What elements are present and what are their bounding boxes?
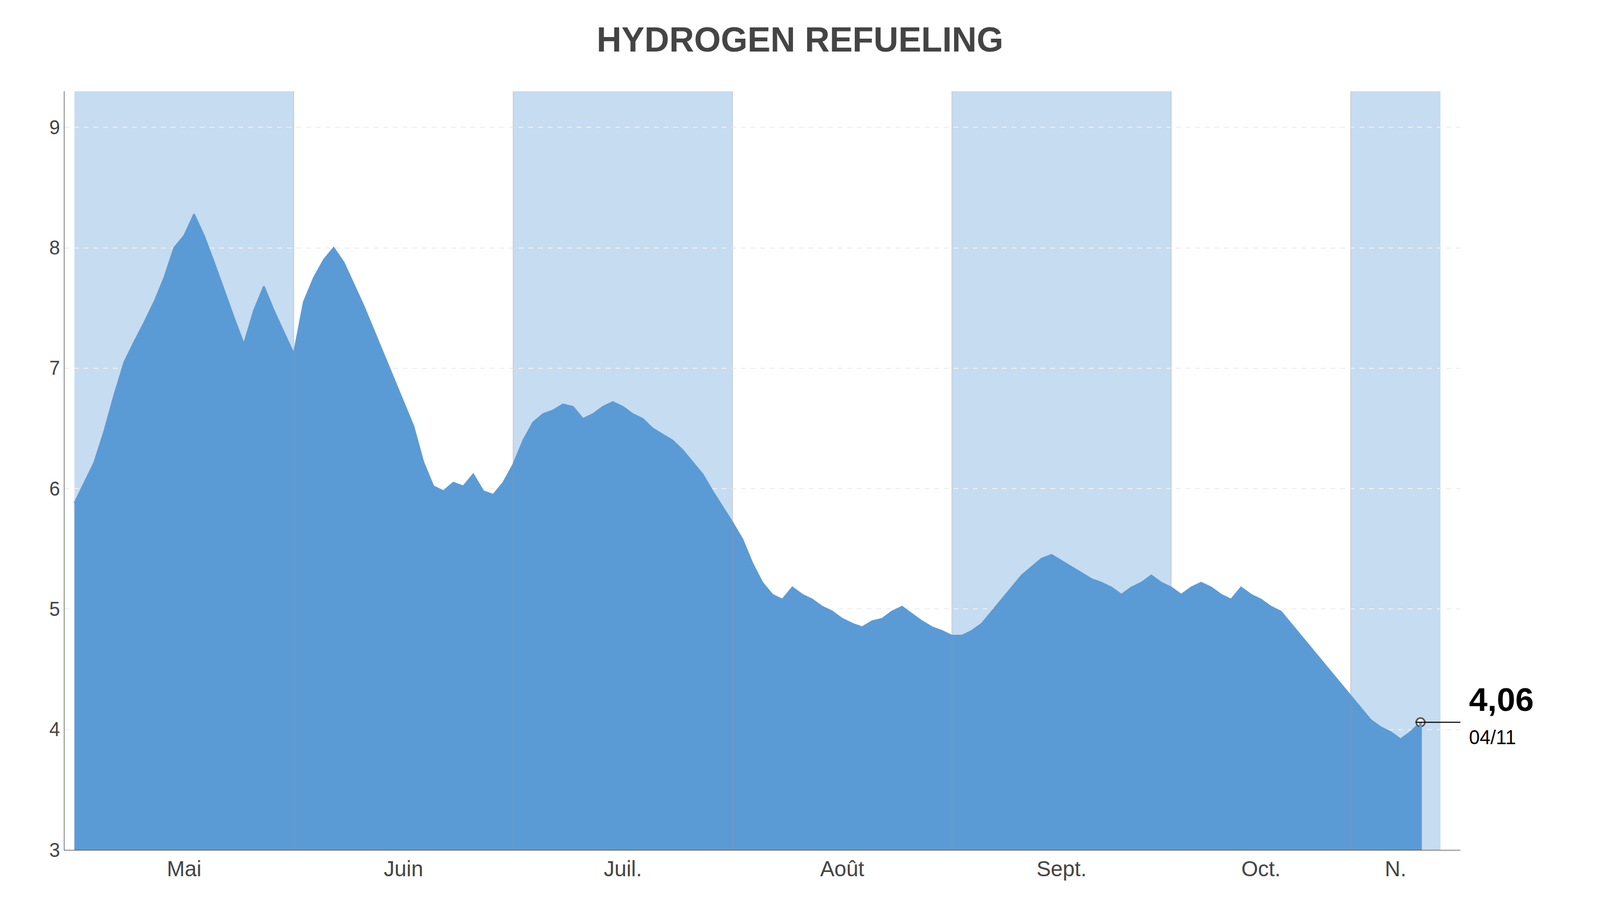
svg-text:HYDROGEN REFUELING: HYDROGEN REFUELING [596,20,1003,60]
svg-text:5: 5 [49,598,61,621]
svg-text:4: 4 [49,718,61,741]
svg-text:04/11: 04/11 [1468,726,1516,749]
svg-text:Sept.: Sept. [1036,856,1087,881]
svg-text:7: 7 [49,357,61,380]
svg-text:8: 8 [49,236,61,259]
svg-text:N.: N. [1384,856,1407,881]
svg-text:Août: Août [819,856,864,881]
svg-text:3: 3 [49,839,61,862]
svg-text:9: 9 [49,116,61,139]
svg-text:Mai: Mai [166,856,202,881]
svg-text:4,06: 4,06 [1468,680,1534,718]
svg-text:Juil.: Juil. [603,856,642,881]
svg-text:Oct.: Oct. [1241,856,1281,881]
svg-text:6: 6 [49,477,61,500]
svg-text:Juin: Juin [383,856,424,881]
